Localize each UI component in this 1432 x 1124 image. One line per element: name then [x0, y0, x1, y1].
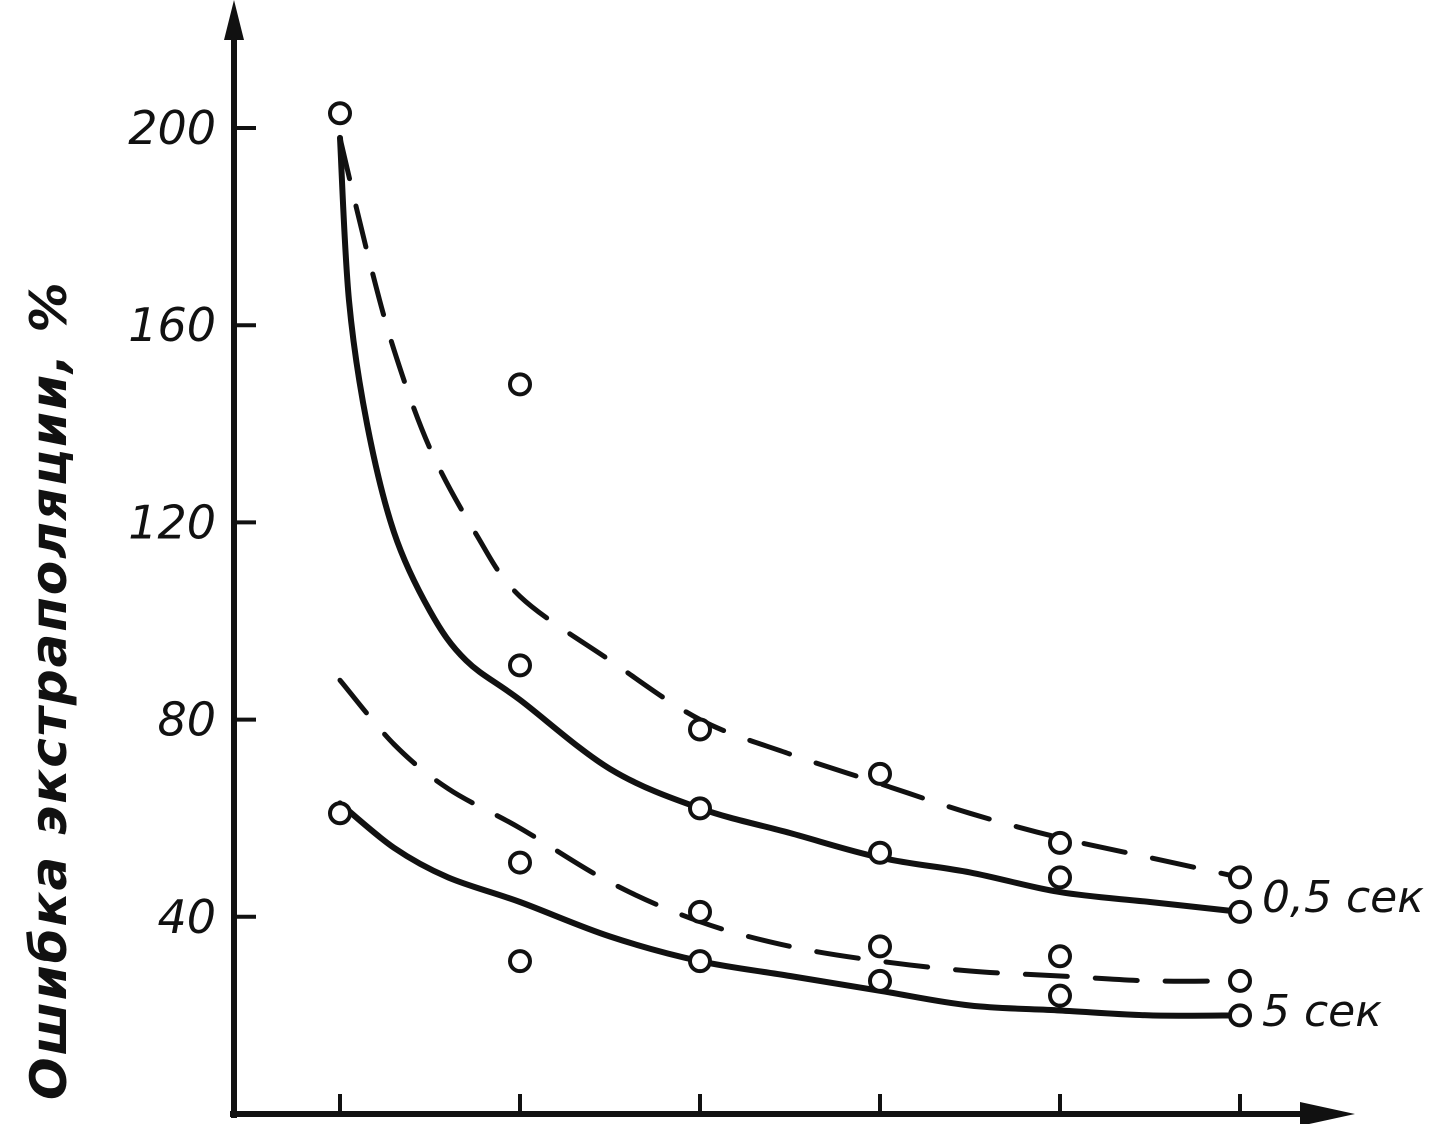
- curve-4-dashed: [337, 677, 1243, 984]
- y-ticks: 40 80 120 160 200: [128, 101, 256, 944]
- data-point-s4-2: [688, 899, 712, 924]
- data-point-s3-1: [328, 801, 352, 826]
- data-point-s2-4: [1048, 830, 1072, 855]
- y-axis-arrow: [224, 0, 244, 40]
- axes: [224, 0, 1355, 1124]
- data-point-s3-2: [508, 949, 532, 974]
- data-point-s4-5: [1228, 968, 1252, 993]
- y-tick-label-80: 80: [157, 693, 216, 747]
- points: [328, 101, 1252, 1028]
- data-point-s1-5: [1048, 865, 1072, 890]
- data-point-s3-6: [1228, 1003, 1252, 1028]
- data-point-s3-4: [868, 968, 892, 993]
- curve-3-solid: [337, 800, 1243, 1019]
- data-point-s4-3: [868, 934, 892, 959]
- y-tick-label-40: 40: [157, 890, 216, 944]
- data-point-s1-4: [868, 840, 892, 865]
- data-point-s4-4: [1048, 944, 1072, 969]
- data-point-s4-1: [508, 850, 532, 875]
- data-point-s2-5: [1228, 865, 1252, 890]
- curve-1-solid: [337, 134, 1243, 915]
- y-tick-label-160: 160: [128, 298, 216, 352]
- data-point-s3-5: [1048, 983, 1072, 1008]
- y-tick-label-120: 120: [128, 495, 216, 549]
- data-point-s1-2: [508, 653, 532, 678]
- data-point-s2-1: [508, 372, 532, 397]
- y-axis-label: Ошибка экстраполяции, %: [20, 280, 78, 1100]
- y-tick-label-200: 200: [128, 101, 216, 155]
- data-point-s2-3: [868, 761, 892, 786]
- data-point-s2-2: [688, 717, 712, 742]
- data-point-s1-3: [688, 796, 712, 821]
- series-label-5-sec: 5 сек: [1262, 986, 1382, 1037]
- curves: [337, 134, 1243, 1019]
- data-point-s1-6: [1228, 899, 1252, 924]
- curve-2-dashed: [337, 135, 1243, 880]
- x-axis-arrow: [1300, 1102, 1355, 1124]
- data-point-s3-3: [688, 949, 712, 974]
- x-ticks: [338, 1094, 1242, 1114]
- series-label-0-5-sec: 0,5 сек: [1262, 872, 1424, 923]
- data-point-s1-1: [328, 101, 352, 126]
